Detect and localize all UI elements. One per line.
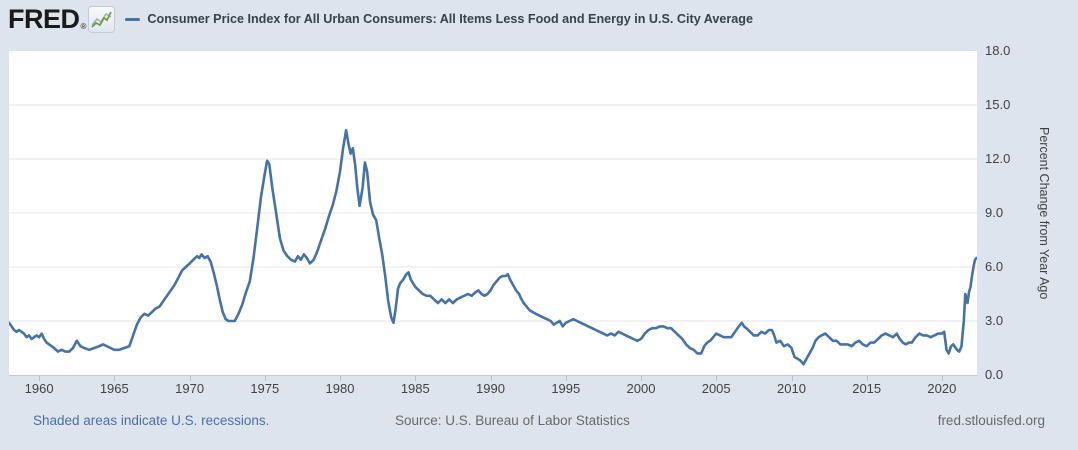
legend-line-swatch	[125, 17, 141, 21]
x-tick-mark	[415, 376, 417, 381]
price-line-chart	[9, 104, 977, 366]
x-tick-mark	[189, 376, 191, 381]
x-tick-label: 1995	[551, 381, 581, 396]
data-line	[9, 128, 977, 366]
x-tick-label: 2015	[852, 381, 882, 396]
y-tick-label: 15.0	[985, 97, 1011, 112]
plot-area[interactable]	[9, 51, 977, 376]
fred-logo-text: FRED	[8, 3, 80, 34]
fred-logo[interactable]: FRED ®	[8, 3, 116, 34]
y-axis-title: Percent Change from Year Ago	[1037, 126, 1051, 300]
x-tick-label: 1980	[325, 381, 355, 396]
x-tick-mark	[114, 376, 116, 381]
fred-sparkline-icon	[88, 5, 116, 33]
x-tick-mark	[941, 376, 943, 381]
y-tick-label: 18.0	[985, 43, 1011, 58]
x-tick-mark	[340, 376, 341, 381]
x-tick-mark	[490, 376, 492, 381]
x-tick-mark	[716, 376, 718, 381]
registered-trademark-symbol: ®	[80, 21, 87, 31]
y-tick-label: 3.0	[985, 313, 1004, 328]
x-tick-mark	[39, 376, 41, 381]
x-tick-label: 1960	[24, 381, 54, 396]
x-tick-mark	[641, 376, 642, 381]
y-tick-label: 6.0	[985, 259, 1004, 274]
chart-footer: Shaded areas indicate U.S. recessions. S…	[0, 413, 1078, 437]
recessions-note-link[interactable]: Shaded areas indicate U.S. recessions.	[33, 413, 270, 428]
fred-site-link[interactable]: fred.stlouisfed.org	[937, 413, 1045, 428]
x-tick-mark	[791, 376, 793, 381]
series-title: Consumer Price Index for All Urban Consu…	[147, 12, 753, 26]
chart-legend[interactable]: Consumer Price Index for All Urban Consu…	[125, 12, 753, 26]
x-tick-label: 1985	[400, 381, 430, 396]
x-tick-label: 2010	[777, 381, 806, 396]
x-tick-label: 2020	[927, 381, 957, 396]
x-tick-label: 2005	[701, 381, 731, 396]
x-tick-label: 1965	[99, 381, 129, 396]
x-tick-label: 1970	[175, 381, 205, 396]
x-tick-mark	[264, 376, 266, 381]
source-text: Source: U.S. Bureau of Labor Statistics	[395, 413, 630, 428]
x-tick-mark	[565, 376, 567, 381]
x-tick-mark	[866, 376, 868, 381]
x-tick-label: 1975	[250, 381, 280, 396]
y-tick-label: 12.0	[985, 151, 1011, 166]
chart-header: FRED ® Consumer Price Index for All Urba…	[0, 0, 1078, 38]
y-tick-label: 0.0	[985, 367, 1004, 382]
x-tick-label: 1990	[476, 381, 505, 396]
x-tick-label: 2000	[626, 381, 656, 396]
y-tick-label: 9.0	[985, 205, 1004, 220]
